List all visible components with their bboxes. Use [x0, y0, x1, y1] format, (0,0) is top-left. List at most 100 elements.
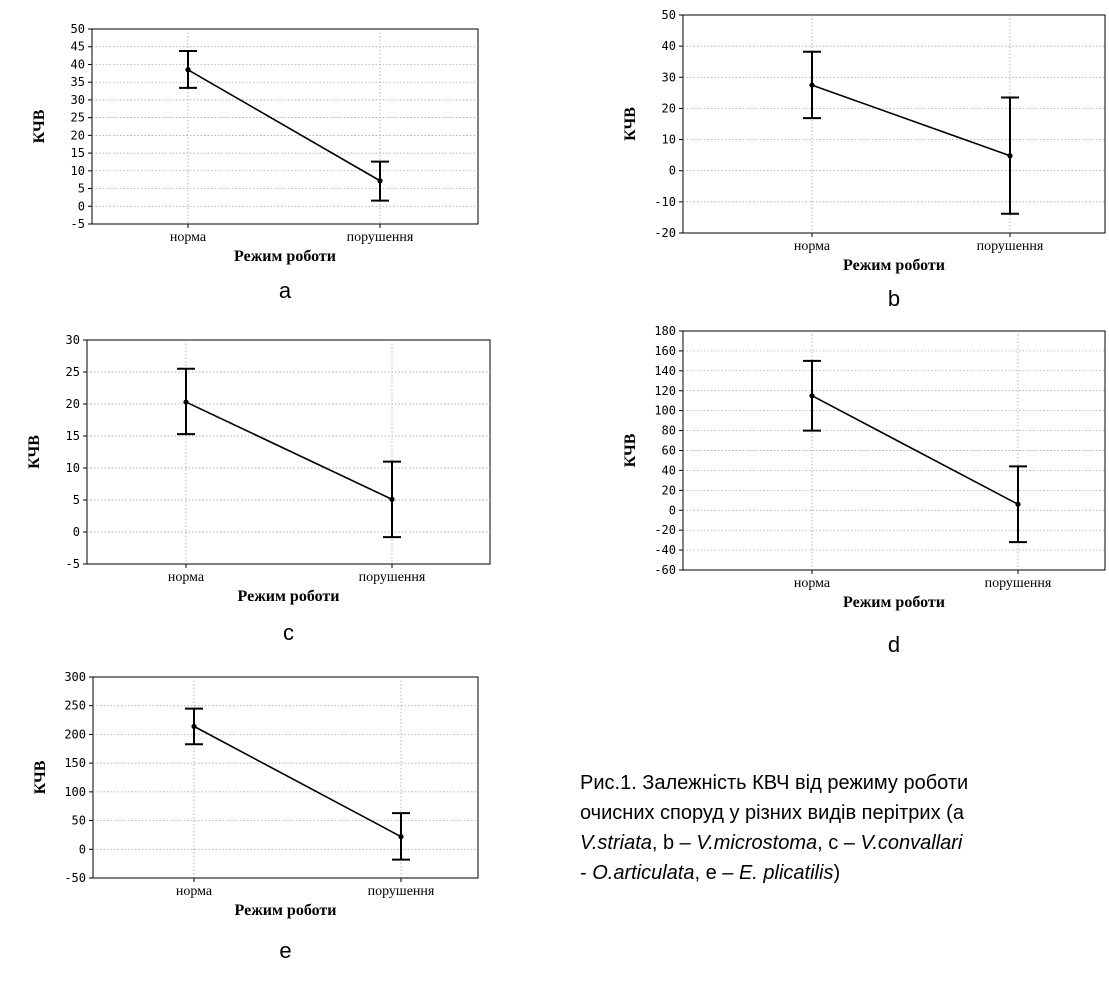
x-axis-title-e: Режим роботи	[235, 902, 337, 919]
y-tick-label-c: 5	[73, 493, 80, 507]
y-tick-label-e: -50	[64, 871, 86, 885]
caption-line-2: очисних споруд у різних видів перітрих (…	[580, 802, 964, 824]
caption-species-articulata: O.articulata	[592, 862, 695, 884]
caption-sep: , c –	[817, 832, 861, 854]
mean-point-e	[191, 723, 197, 729]
y-axis-title-a: КЧВ	[31, 109, 48, 143]
plot-frame-b	[682, 14, 1106, 234]
y-tick-label-c: 10	[66, 461, 80, 475]
panel-label-a: a	[279, 278, 292, 303]
y-tick-label-d: 160	[654, 344, 676, 358]
y-tick-label-b: 40	[662, 39, 676, 53]
y-tick-label-d: 80	[662, 424, 676, 438]
x-axis-title-b: Режим роботи	[843, 257, 945, 274]
y-tick-label-d: 40	[662, 463, 676, 477]
y-axis-title-d: КЧВ	[622, 433, 639, 467]
x-axis-title-d: Режим роботи	[843, 594, 945, 611]
panel-label-c: c	[283, 620, 294, 645]
y-tick-label-a: 50	[71, 22, 85, 36]
x-tick-label-d: порушення	[985, 576, 1052, 591]
y-tick-label-c: 30	[66, 333, 80, 347]
mean-point-a	[185, 67, 191, 73]
y-tick-label-d: -60	[654, 563, 676, 577]
plot-frame-e	[92, 676, 479, 879]
figure-caption: Рис.1. Залежність КВЧ від режиму роботи …	[580, 768, 1109, 888]
y-tick-label-b: 50	[662, 8, 676, 22]
mean-point-d	[809, 393, 815, 399]
y-tick-label-a: 30	[71, 93, 85, 107]
y-tick-label-c: 0	[73, 525, 80, 539]
y-tick-label-d: 180	[654, 324, 676, 338]
y-tick-label-e: 0	[79, 842, 86, 856]
x-axis-title-a: Режим роботи	[234, 248, 336, 265]
y-axis-title-b: КЧВ	[622, 107, 639, 141]
mean-point-d	[1015, 501, 1021, 507]
y-tick-label-b: 20	[662, 101, 676, 115]
caption-sep: , e –	[694, 862, 739, 884]
y-tick-label-b: 10	[662, 133, 676, 147]
y-tick-label-a: 10	[71, 164, 85, 178]
caption-line-1: Рис.1. Залежність КВЧ від режиму роботи	[580, 772, 969, 794]
mean-point-b	[809, 82, 815, 88]
y-tick-label-a: 45	[71, 40, 85, 54]
x-tick-label-e: порушення	[368, 884, 435, 899]
x-tick-label-c: порушення	[359, 570, 426, 585]
y-tick-label-e: 200	[64, 727, 86, 741]
y-tick-label-a: 5	[78, 182, 85, 196]
caption-species-microstoma: V.microstoma	[696, 832, 818, 854]
y-tick-label-e: 300	[64, 670, 86, 684]
y-tick-label-c: -5	[66, 557, 80, 571]
y-tick-label-b: -10	[654, 195, 676, 209]
caption-species-striata: V.striata	[580, 832, 652, 854]
mean-line-a	[187, 69, 381, 182]
mean-line-c	[185, 401, 393, 501]
y-tick-label-a: 25	[71, 111, 85, 125]
y-tick-label-d: 140	[654, 364, 676, 378]
x-tick-label-b: порушення	[977, 239, 1044, 254]
caption-sep: -	[580, 862, 593, 884]
panel-label-b: b	[888, 286, 900, 311]
y-tick-label-a: 40	[71, 57, 85, 71]
y-tick-label-c: 20	[66, 397, 80, 411]
x-tick-label-e: норма	[176, 884, 213, 899]
y-tick-label-e: 250	[64, 699, 86, 713]
y-tick-label-d: -20	[654, 523, 676, 537]
caption-sep: , b –	[651, 832, 697, 854]
panel-label-d: d	[888, 632, 900, 657]
y-tick-label-a: 20	[71, 128, 85, 142]
y-axis-title-e: КЧВ	[32, 760, 49, 794]
y-tick-label-e: 100	[64, 785, 86, 799]
mean-point-e	[398, 834, 404, 840]
y-tick-label-b: 0	[669, 164, 676, 178]
mean-point-c	[183, 399, 189, 405]
mean-point-b	[1007, 153, 1013, 159]
x-tick-label-d: норма	[794, 576, 831, 591]
x-tick-label-a: порушення	[347, 230, 414, 245]
caption-line-4: - O.articulata, e – E. plicatilis)	[580, 858, 1109, 888]
y-tick-label-a: 35	[71, 75, 85, 89]
y-tick-label-a: 15	[71, 146, 85, 160]
y-tick-label-b: -20	[654, 226, 676, 240]
plot-frame-a	[91, 28, 479, 225]
y-tick-label-a: 0	[78, 199, 85, 213]
x-tick-label-c: норма	[168, 570, 205, 585]
y-tick-label-d: 100	[654, 404, 676, 418]
y-tick-label-d: 0	[669, 503, 676, 517]
y-axis-title-c: КЧВ	[26, 435, 43, 469]
x-axis-title-c: Режим роботи	[238, 588, 340, 605]
y-tick-label-d: -40	[654, 543, 676, 557]
mean-line-d	[811, 395, 1019, 505]
y-tick-label-e: 50	[72, 814, 86, 828]
y-tick-label-e: 150	[64, 756, 86, 770]
panel-label-e: e	[279, 938, 291, 963]
x-tick-label-a: норма	[170, 230, 207, 245]
plot-frame-c	[86, 339, 491, 565]
caption-sep: )	[833, 862, 841, 884]
y-tick-label-d: 20	[662, 483, 676, 497]
y-tick-label-c: 25	[66, 365, 80, 379]
y-tick-label-d: 120	[654, 384, 676, 398]
caption-line-3: V.striata, b – V.microstoma, c – V.conva…	[580, 828, 1109, 858]
caption-species-plicatilis: E. plicatilis	[738, 862, 834, 884]
mean-line-b	[811, 84, 1011, 157]
